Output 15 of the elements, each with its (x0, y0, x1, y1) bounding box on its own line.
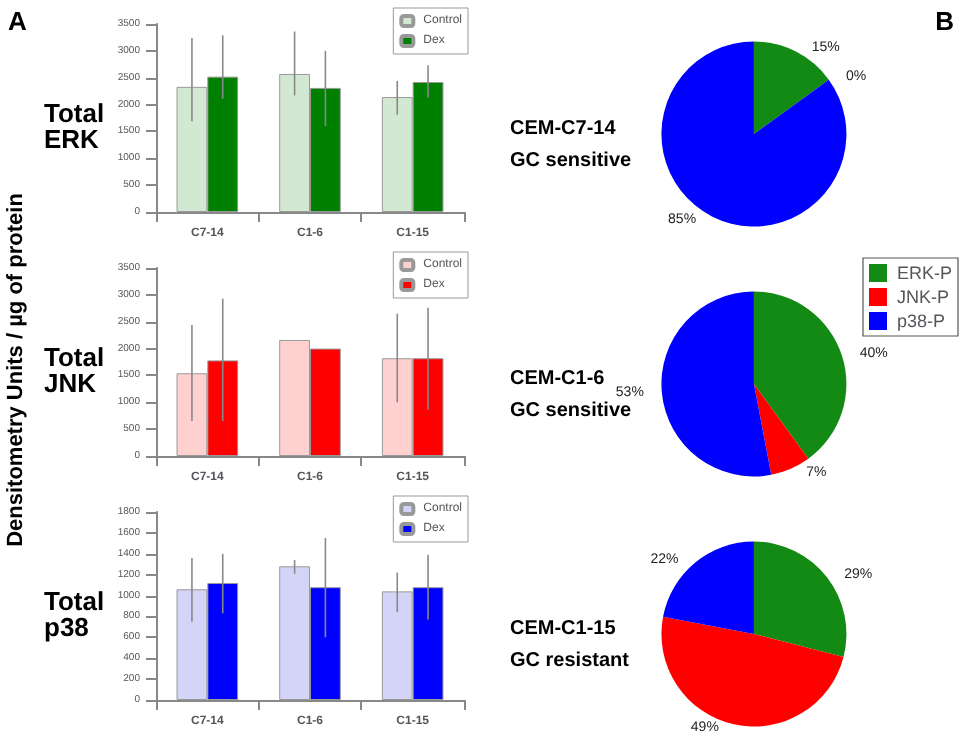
text: CEM-C1-15 (510, 618, 617, 640)
text: CEM-C1-6 (510, 368, 606, 390)
y-axis-title: Densitometry Units / µg of protein (4, 193, 28, 547)
text: Total p38 (44, 586, 112, 642)
text: A (8, 6, 28, 36)
legend-label: p38-P (896, 311, 946, 331)
text: GC resistant (510, 650, 631, 672)
text: Total ERK (44, 98, 112, 154)
text: GC sensitive (510, 400, 633, 422)
text: Total JNK (44, 342, 112, 398)
text: CEM-C7-14 (510, 118, 617, 140)
legend-label: ERK-P (896, 263, 953, 283)
text: GC sensitive (510, 150, 633, 172)
legend-label: JNK-P (896, 287, 950, 307)
text: B (935, 6, 954, 36)
